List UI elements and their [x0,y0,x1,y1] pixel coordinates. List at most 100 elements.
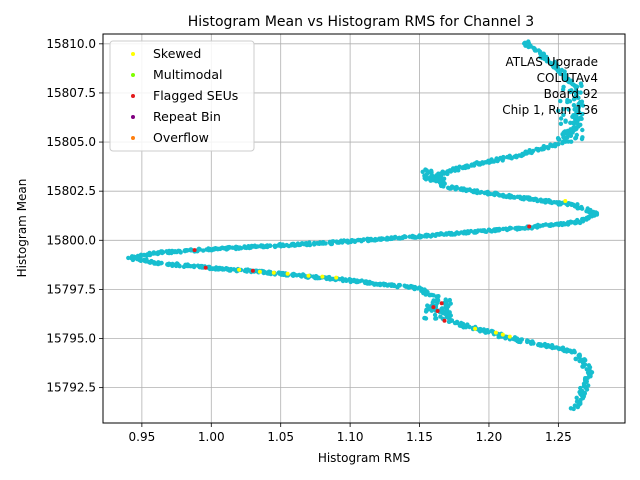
data-point [489,157,494,162]
data-point [530,197,536,202]
series-point-flagged-seus [527,224,532,229]
x-tick-label: 1.05 [267,430,294,444]
data-point [422,287,427,292]
data-point [526,39,531,44]
data-point [422,173,427,178]
legend-label: Repeat Bin [153,109,221,124]
data-point [527,148,533,154]
data-point [331,239,336,244]
data-point [534,146,539,152]
data-point [549,222,554,228]
data-point [570,82,575,87]
data-point [507,153,512,158]
x-axis: 0.95 1.00 1.05 1.10 1.15 1.20 1.25 [129,423,572,444]
data-point [149,258,154,264]
data-point [402,234,407,239]
data-point [586,363,592,368]
data-point [237,245,243,250]
legend-marker [131,52,135,56]
data-point [561,130,566,135]
data-point [532,46,537,51]
data-point [481,327,487,332]
data-point [468,228,474,234]
series-point-skewed [285,271,290,276]
data-point [573,88,579,93]
y-axis: 15792.5 15795.0 15797.5 15800.0 15802.5 15805… [46,37,103,395]
series-point-flagged-seus [439,301,444,306]
data-point [362,280,368,286]
data-point [459,320,464,326]
data-point [440,306,445,311]
legend-entry-skewed: Skewed [131,46,201,61]
data-point [138,252,144,257]
data-point [352,239,358,244]
data-point [425,303,430,308]
data-point [507,225,513,230]
data-point [515,194,520,199]
flag-points [192,199,568,339]
series-point-flagged-seus [442,318,447,323]
data-point [586,214,591,220]
series-point-skewed [473,326,478,331]
data-point [402,283,407,288]
data-point [552,59,557,65]
series-point-skewed [507,334,512,339]
data-point [443,297,448,302]
data-point [307,240,312,245]
data-point [172,249,178,254]
data-point [311,274,316,279]
data-point [424,168,429,173]
data-point [438,171,444,176]
y-tick-label: 15802.5 [46,184,96,198]
data-point [579,116,584,122]
data-point [429,308,434,313]
y-tick-label: 15795.0 [46,332,96,346]
data-point [575,202,580,207]
data-point [217,267,222,272]
x-tick-label: 1.20 [476,430,503,444]
legend-entry-repeat-bin: Repeat Bin [131,109,221,124]
data-point [300,272,306,277]
data-point [580,127,585,133]
data-point [397,282,402,288]
data-point [423,316,429,321]
data-point [556,142,561,147]
data-point [196,246,202,251]
data-point [558,98,563,104]
data-point [558,121,564,127]
data-point [576,110,581,116]
legend-marker [131,115,135,119]
data-point [446,185,451,190]
data-point [522,195,527,200]
data-point [482,228,487,233]
data-point [447,168,453,173]
series-point-flagged-seus [203,265,208,270]
data-point [183,263,188,268]
data-point [559,67,564,73]
data-point [456,231,461,236]
series-point-flagged-seus [250,268,255,273]
data-point [449,185,455,190]
data-point [496,228,502,233]
series-point-skewed [320,274,325,279]
data-point [464,163,470,168]
data-point [242,244,247,249]
data-point [143,259,149,264]
data-point [517,225,522,231]
data-point [579,99,585,104]
chart-annotation: ATLAS Upgrade COLUTAv4 Board 92 Chip 1, … [502,55,598,117]
data-point [431,176,436,181]
data-point [302,242,307,247]
y-axis-label: Histogram Mean [15,179,29,278]
data-point [485,328,490,333]
legend-entry-multimodal: Multimodal [131,67,222,82]
data-point [178,250,183,255]
data-point [479,189,484,195]
series-point-skewed [306,273,311,278]
series-point-skewed [257,269,262,274]
data-point [195,263,201,268]
data-point [388,282,393,287]
data-point [440,310,445,315]
data-point [584,367,589,372]
data-point [278,242,283,247]
